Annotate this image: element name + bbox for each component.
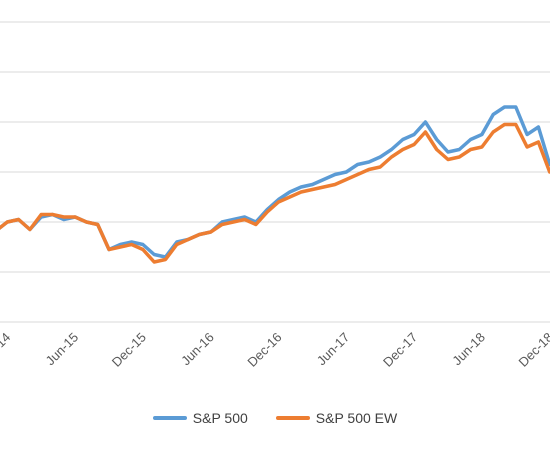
- legend-swatch-sp500: [152, 416, 187, 420]
- series-line-sp500: [0, 105, 550, 259]
- legend-label: S&P 500 EW: [315, 410, 398, 426]
- chart-legend: S&P 500 S&P 500 EW: [0, 410, 550, 426]
- legend-label: S&P 500: [192, 410, 248, 426]
- x-tick-label: Dec-16: [244, 330, 284, 370]
- x-tick-label: Jun-15: [43, 330, 82, 369]
- x-tick-label: Jun-16: [178, 330, 217, 369]
- x-tick-label: Jun-18: [449, 330, 488, 369]
- legend-item-sp500-ew: S&P 500 EW: [275, 410, 398, 426]
- x-tick-label: Dec-17: [380, 330, 420, 370]
- series-line-sp500-ew: [0, 122, 550, 264]
- x-tick-label: Dec-18: [516, 330, 550, 370]
- legend-item-sp500: S&P 500: [152, 410, 248, 426]
- x-tick-label: Dec-15: [109, 330, 149, 370]
- gridlines: [0, 21, 550, 323]
- legend-swatch-sp500-ew: [275, 416, 310, 420]
- x-tick-label: Jun-17: [314, 330, 353, 369]
- x-tick-label: Dec-14: [0, 330, 13, 370]
- x-axis-tick-labels: Dec-14 Jun-15 Dec-15 Jun-16 Dec-16 Jun-1…: [0, 330, 550, 370]
- series-lines: [0, 105, 550, 264]
